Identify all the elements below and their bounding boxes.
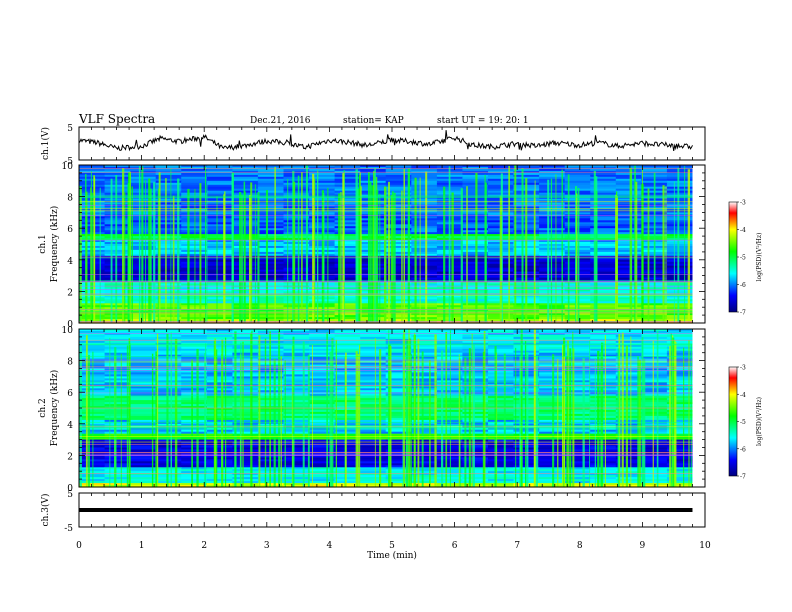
y-tick-label: 6 — [67, 225, 73, 235]
colorbar-tick-label: -3 — [740, 200, 746, 207]
frequency-axis-label: Frequency (kHz) — [49, 206, 60, 283]
spectrogram-image — [79, 329, 694, 488]
ch1-trace — [78, 130, 693, 152]
y-tick-label: 0 — [67, 484, 73, 494]
y-tick-label: -5 — [64, 524, 73, 534]
x-tick-label: 3 — [264, 541, 270, 551]
colorbar-scale — [728, 201, 738, 313]
y-tick-label: 10 — [62, 162, 74, 172]
colorbar-tick-label: -5 — [740, 419, 746, 426]
time-axis: 0 1 2 3 4 5 6 7 8 9 10 Time (min) — [76, 541, 711, 561]
ch1-waveform-panel: 5 -5 ch.1(V) — [40, 124, 706, 167]
x-tick-label: 1 — [139, 541, 145, 551]
figure-title: VLF Spectra — [78, 112, 155, 126]
spectrogram-image — [79, 165, 694, 324]
colorbar-ch1: -3 -4 -5 -6 -7 log(PSD)(V²/Hz) — [728, 200, 763, 317]
channel-label: ch.1 — [38, 234, 48, 253]
start-time-label: start UT = 19: 20: 1 — [437, 116, 529, 126]
y-tick-label: 2 — [67, 288, 73, 298]
colorbar-tick-label: -5 — [740, 255, 746, 262]
colorbar-tick-label: -3 — [740, 365, 746, 372]
colorbar-tick-label: -6 — [740, 282, 746, 289]
colorbar-label: log(PSD)(V²/Hz) — [756, 397, 763, 446]
colorbar-tick-label: -6 — [740, 446, 746, 453]
y-tick-label: 4 — [67, 257, 73, 267]
x-tick-label: 8 — [577, 541, 583, 551]
x-tick-label: 9 — [640, 541, 646, 551]
x-tick-label: 5 — [389, 541, 395, 551]
y-tick-label: 5 — [67, 490, 73, 500]
y-tick-label: 8 — [67, 194, 73, 204]
y-tick-label: 6 — [67, 389, 73, 399]
y-tick-label: 2 — [67, 452, 73, 462]
x-tick-label: 4 — [327, 541, 333, 551]
colorbar-tick-label: -4 — [740, 227, 746, 234]
x-axis-label: Time (min) — [367, 550, 417, 561]
colorbar-tick-label: -7 — [740, 474, 746, 481]
y-tick-label: -5 — [64, 157, 73, 167]
x-tick-label: 0 — [76, 541, 82, 551]
colorbar-ch2: -3 -4 -5 -6 -7 log(PSD)(V²/Hz) — [728, 365, 763, 481]
y-tick-label: 0 — [67, 320, 73, 330]
station-label: station= KAP — [343, 116, 404, 126]
ch1-y-label: ch.1(V) — [40, 127, 51, 160]
colorbar-tick-label: -7 — [740, 310, 746, 317]
ch2-spectrogram-panel: 0 2 4 6 8 10 ch.2 Frequency (kHz) — [38, 326, 706, 494]
x-tick-label: 7 — [514, 541, 520, 551]
ch3-waveform-panel: 5 -5 ch.3(V) — [40, 490, 706, 534]
colorbar-scale — [728, 366, 738, 477]
y-tick-label: 8 — [67, 358, 73, 368]
ch1-spectrogram-panel: 0 2 4 6 8 10 ch.1 Frequency (kHz) — [38, 162, 706, 330]
y-tick-label: 5 — [67, 124, 73, 134]
colorbar-label: log(PSD)(V²/Hz) — [756, 233, 763, 282]
colorbar-tick-label: -4 — [740, 392, 746, 399]
y-tick-label: 4 — [67, 421, 73, 431]
y-tick-label: 10 — [62, 326, 74, 336]
x-tick-label: 10 — [699, 541, 711, 551]
x-tick-label: 6 — [452, 541, 458, 551]
ch3-y-label: ch.3(V) — [40, 494, 51, 527]
channel-label: ch.2 — [38, 398, 48, 417]
x-tick-label: 2 — [201, 541, 207, 551]
date-label: Dec.21, 2016 — [250, 116, 311, 126]
frequency-axis-label: Frequency (kHz) — [49, 370, 60, 447]
